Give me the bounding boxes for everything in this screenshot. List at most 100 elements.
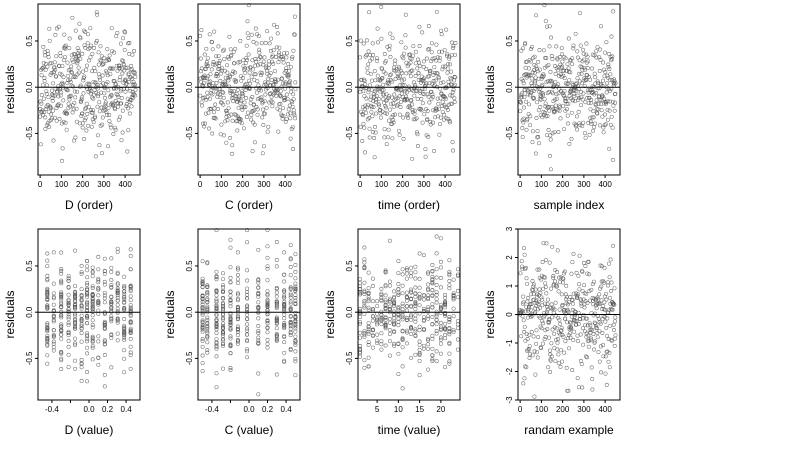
data-point xyxy=(547,153,552,158)
data-point xyxy=(358,315,363,319)
data-point xyxy=(59,291,64,296)
data-point xyxy=(262,99,267,104)
data-point xyxy=(396,323,401,328)
data-point xyxy=(544,258,548,263)
data-point xyxy=(575,333,580,338)
data-point xyxy=(229,53,234,57)
data-point xyxy=(392,304,397,308)
data-point xyxy=(66,322,71,327)
data-point xyxy=(214,371,219,376)
data-point xyxy=(604,40,609,45)
data-point xyxy=(561,334,566,339)
data-point xyxy=(235,327,240,331)
data-point xyxy=(239,105,244,110)
data-point xyxy=(66,303,71,308)
data-point xyxy=(51,315,56,319)
data-point xyxy=(589,287,594,292)
data-point xyxy=(570,62,574,67)
x-tick-label: 200 xyxy=(76,180,90,189)
data-point xyxy=(282,358,287,363)
data-point xyxy=(265,266,270,271)
data-point xyxy=(284,92,289,97)
data-point xyxy=(212,29,217,34)
data-point xyxy=(426,282,431,287)
data-point xyxy=(429,50,434,55)
data-point xyxy=(415,86,420,91)
data-point xyxy=(434,359,439,364)
data-point xyxy=(51,291,56,296)
data-point xyxy=(112,85,117,90)
data-point xyxy=(554,96,559,101)
data-point xyxy=(204,46,209,51)
data-point xyxy=(374,111,379,116)
data-point xyxy=(547,317,552,322)
data-point xyxy=(375,317,380,322)
data-point xyxy=(450,93,455,98)
data-point xyxy=(109,305,114,310)
data-point xyxy=(430,268,435,273)
data-point xyxy=(413,270,418,275)
data-point xyxy=(523,265,528,270)
data-point xyxy=(605,333,609,338)
data-point xyxy=(228,265,233,270)
data-point xyxy=(51,70,56,75)
data-point xyxy=(518,271,523,276)
data-point xyxy=(408,74,413,79)
data-point xyxy=(96,293,101,298)
data-point xyxy=(520,266,525,271)
data-point xyxy=(367,10,372,15)
data-point xyxy=(293,263,298,267)
data-point xyxy=(234,78,238,83)
data-point xyxy=(85,41,90,46)
x-tick-label: 300 xyxy=(417,180,431,189)
data-point xyxy=(435,71,440,76)
data-point xyxy=(221,343,225,348)
data-point xyxy=(79,294,84,299)
data-point xyxy=(448,62,452,67)
data-point xyxy=(395,85,400,90)
data-point xyxy=(246,66,251,71)
data-point xyxy=(293,326,298,331)
data-point xyxy=(527,332,532,337)
data-point xyxy=(238,117,243,122)
data-point xyxy=(409,326,414,331)
data-point xyxy=(423,154,428,159)
data-point xyxy=(256,324,261,328)
data-point xyxy=(590,66,594,71)
data-point xyxy=(608,122,613,127)
data-point xyxy=(438,115,443,120)
data-point xyxy=(612,286,617,291)
data-point xyxy=(611,243,615,248)
data-point xyxy=(519,100,523,105)
data-point xyxy=(260,101,265,106)
data-point xyxy=(434,42,439,47)
data-point xyxy=(73,75,78,80)
data-point xyxy=(366,364,371,369)
data-point xyxy=(366,286,371,291)
data-point xyxy=(288,285,293,290)
data-point xyxy=(375,322,380,327)
data-point xyxy=(600,331,605,335)
data-point xyxy=(230,118,235,123)
data-point xyxy=(372,69,377,74)
data-point xyxy=(405,111,410,116)
data-point xyxy=(434,275,439,280)
data-point xyxy=(606,64,611,69)
data-point xyxy=(594,55,599,60)
data-point xyxy=(424,56,429,61)
data-point xyxy=(109,265,114,270)
data-point xyxy=(288,307,293,312)
data-point xyxy=(293,288,298,293)
data-point xyxy=(539,326,544,331)
data-point xyxy=(529,76,534,81)
data-point xyxy=(53,115,57,120)
data-point xyxy=(579,298,584,303)
data-point xyxy=(553,71,558,76)
data-point xyxy=(274,290,279,295)
data-point xyxy=(557,86,562,91)
data-point xyxy=(199,79,204,84)
data-point xyxy=(439,32,444,37)
data-point xyxy=(392,61,397,66)
data-point xyxy=(396,102,401,107)
